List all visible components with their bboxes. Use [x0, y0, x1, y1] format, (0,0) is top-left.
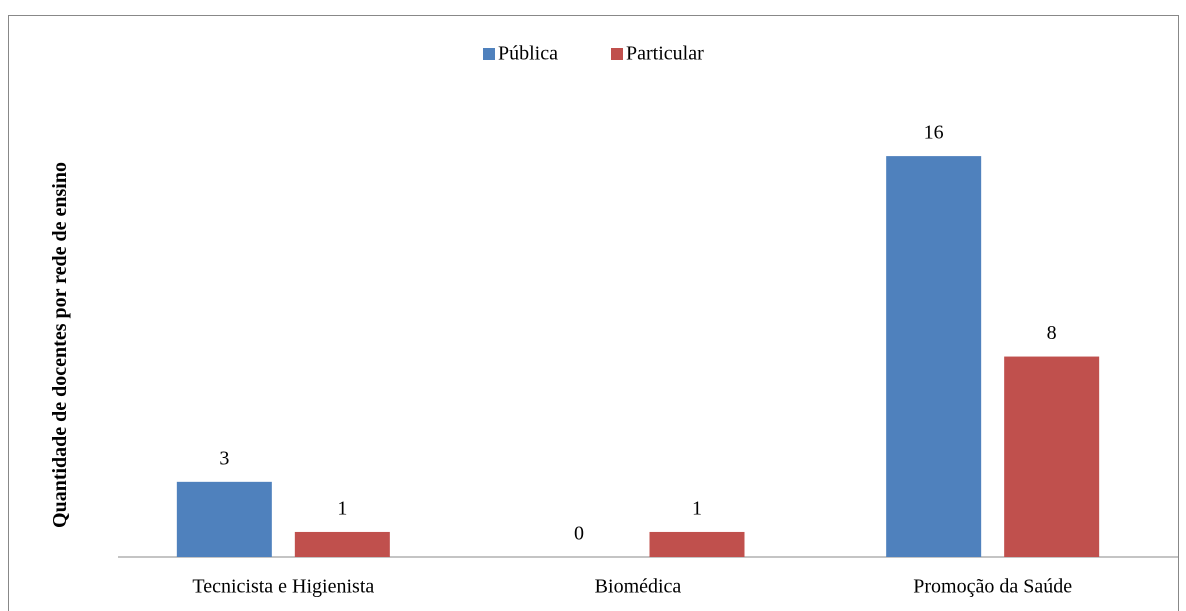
legend-swatch: [483, 48, 495, 60]
chart-border: [8, 15, 1179, 611]
x-tick-label: Biomédica: [595, 576, 682, 598]
bar: [176, 481, 272, 557]
bar: [1004, 356, 1100, 557]
data-label: 3: [219, 447, 229, 469]
data-label: 8: [1047, 322, 1057, 344]
bar: [294, 531, 390, 557]
data-label: 1: [337, 498, 347, 520]
data-label: 16: [924, 122, 944, 144]
bar: [649, 531, 745, 557]
legend-label: Particular: [626, 43, 704, 65]
bar: [886, 156, 982, 557]
y-axis-label: Quantidade de docentes por rede de ensin…: [49, 162, 71, 528]
data-label: 1: [692, 498, 702, 520]
legend-swatch: [611, 48, 623, 60]
data-label: 0: [574, 523, 584, 545]
legend-label: Pública: [498, 43, 558, 65]
x-tick-label: Tecnicista e Higienista: [192, 576, 374, 598]
x-tick-label: Promoção da Saúde: [913, 576, 1072, 598]
